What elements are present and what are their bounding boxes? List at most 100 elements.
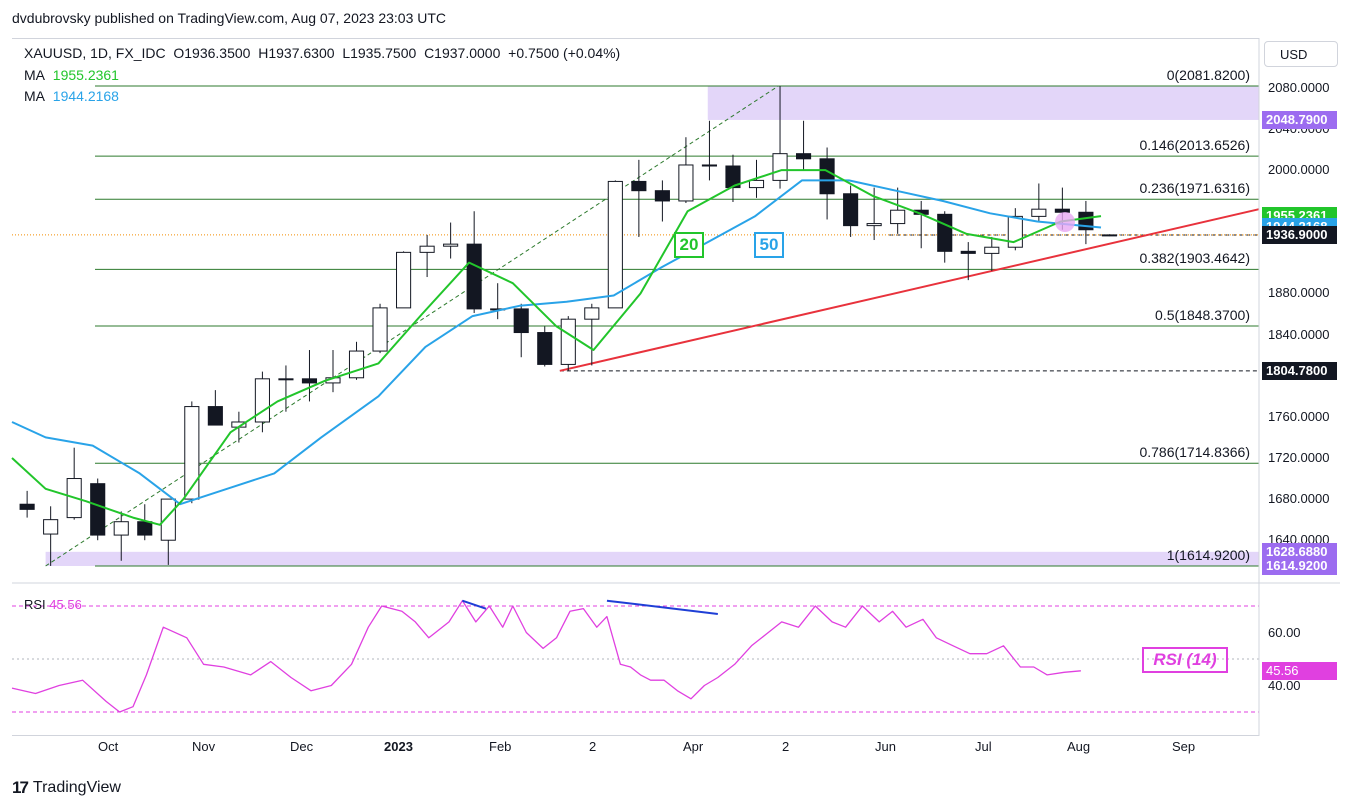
currency-button[interactable]: USD — [1264, 41, 1338, 67]
candle-body-39 — [937, 213, 953, 252]
ohlc-legend: XAUUSD, 1D, FX_IDC O1936.3500 H1937.6300… — [24, 45, 620, 61]
fib-level-label: 0.382(1903.4642) — [1139, 250, 1250, 267]
candle-body-22 — [537, 332, 553, 365]
rsi-legend-label: RSI — [24, 597, 46, 612]
chart-frame[interactable] — [12, 38, 1259, 736]
candle-body-17 — [419, 245, 435, 253]
tradingview-brand: TradingView — [32, 779, 121, 796]
time-tick: Sep — [1172, 739, 1196, 754]
candle-body-11 — [278, 378, 294, 381]
candle-body-14 — [348, 350, 365, 379]
open-value: O1936.3500 — [173, 45, 251, 61]
candle-body-15 — [372, 307, 388, 352]
price-tick: 2080.0000 — [1268, 79, 1330, 95]
ma20-legend-label: MA — [24, 67, 45, 83]
candle-body-36 — [866, 223, 882, 227]
close-value: C1937.0000 — [424, 45, 501, 61]
candle-body-26 — [631, 180, 647, 192]
candle-body-5 — [137, 521, 153, 536]
support-trendline — [559, 208, 1260, 372]
time-tick: Dec — [290, 739, 314, 754]
candle-body-35 — [843, 193, 859, 227]
time-tick: Apr — [683, 739, 704, 754]
candle-body-32 — [772, 153, 788, 181]
price-tick: 1720.0000 — [1268, 449, 1330, 465]
time-tick: Jun — [875, 739, 896, 754]
candle-body-18 — [443, 243, 459, 247]
ma50-badge: 50 — [754, 232, 784, 258]
price-zone-0 — [707, 86, 1259, 120]
time-tick: Oct — [98, 739, 119, 754]
rsi-value-tag: 45.56 — [1262, 661, 1337, 680]
price-tick: 1680.0000 — [1268, 491, 1330, 507]
time-tick: Feb — [489, 739, 512, 754]
price-tag: 1614.9200 — [1262, 557, 1337, 575]
candle-body-0 — [19, 503, 35, 510]
candle-body-12 — [301, 378, 318, 384]
candle-body-40 — [960, 250, 976, 254]
candle-body-33 — [796, 153, 812, 160]
candle-body-43 — [1031, 208, 1047, 217]
time-tick: 2023 — [384, 739, 413, 754]
fib-level-label: 0(2081.8200) — [1166, 67, 1250, 83]
candle-body-41 — [984, 246, 1000, 254]
rsi-tick: 60.00 — [1268, 624, 1301, 640]
rsi-badge: RSI (14) — [1142, 647, 1228, 673]
rsi-legend-value: 45.56 — [49, 597, 82, 612]
ma50-legend[interactable]: MA 1944.2168 — [24, 88, 119, 104]
price-tag: 1628.6880 — [1262, 542, 1337, 561]
time-tick: Jul — [975, 739, 992, 754]
candle-body-34 — [819, 158, 835, 195]
candle-body-28 — [678, 164, 694, 202]
fib-level-label: 0.5(1848.3700) — [1155, 307, 1250, 323]
candle-body-4 — [113, 521, 129, 536]
ma50-line — [11, 179, 1102, 506]
ma20-legend-value: 1955.2361 — [52, 67, 119, 83]
candle-body-25 — [607, 180, 623, 309]
candle-body-19 — [466, 243, 482, 310]
candle-body-27 — [654, 190, 670, 202]
candle-body-6 — [160, 498, 176, 541]
candle-body-46 — [1101, 234, 1117, 237]
time-tick: Nov — [192, 739, 216, 754]
candle-body-37 — [890, 209, 906, 225]
symbol-label: XAUUSD, 1D, FX_IDC — [24, 45, 166, 61]
ma20-legend[interactable]: MA 1955.2361 — [24, 67, 119, 83]
price-tick: 1840.0000 — [1268, 326, 1330, 342]
ma20-line — [11, 169, 1102, 526]
fib-level-label: 0.786(1714.8366) — [1139, 444, 1250, 461]
candle-body-21 — [513, 308, 529, 334]
rsi-legend[interactable]: RSI 45.56 — [24, 597, 82, 612]
fib-level-label: 1(1614.9200) — [1166, 547, 1250, 563]
low-value: L1935.7500 — [342, 45, 417, 61]
tradingview-logo-icon: 17 — [12, 778, 29, 797]
candle-body-31 — [748, 179, 765, 189]
candle-body-3 — [90, 483, 106, 536]
fib-level-label: 0.236(1971.6316) — [1139, 180, 1250, 197]
tradingview-logo[interactable]: 17 TradingView — [12, 778, 121, 798]
crossover-marker — [1055, 212, 1075, 232]
price-zone-1 — [45, 551, 1260, 566]
candle-body-24 — [584, 307, 600, 320]
price-tag: 2048.7900 — [1262, 110, 1337, 129]
price-tag: 1936.9000 — [1262, 225, 1337, 244]
candle-body-23 — [560, 318, 576, 365]
candle-body-30 — [725, 165, 741, 189]
attribution: dvdubrovsky published on TradingView.com… — [12, 10, 447, 26]
price-tick: 1760.0000 — [1268, 408, 1330, 424]
rsi-divergence-line-0 — [462, 599, 487, 610]
candle-body-1 — [43, 519, 59, 535]
rsi-tick: 40.00 — [1268, 677, 1301, 693]
price-tag: 1804.7800 — [1262, 361, 1337, 380]
candle-body-8 — [207, 406, 223, 426]
price-tick: 2000.0000 — [1268, 162, 1330, 178]
candle-body-42 — [1007, 215, 1023, 248]
ma50-legend-value: 1944.2168 — [52, 88, 119, 104]
ma20-badge: 20 — [674, 232, 704, 258]
time-tick: Aug — [1067, 739, 1091, 754]
candle-body-44 — [1054, 208, 1070, 213]
high-value: H1937.6300 — [258, 45, 335, 61]
candle-body-7 — [184, 406, 200, 500]
candle-body-10 — [254, 378, 270, 423]
